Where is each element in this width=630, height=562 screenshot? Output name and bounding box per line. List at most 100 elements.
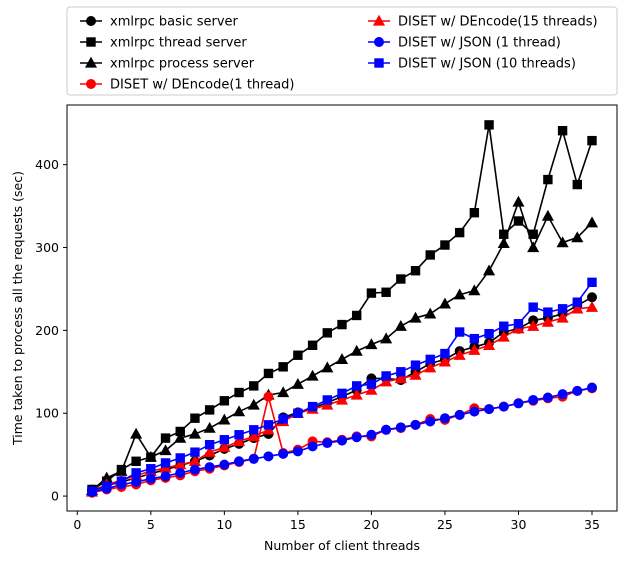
data-point [131, 477, 142, 487]
legend-label: xmlrpc process server [110, 57, 255, 72]
legend-frame [66, 6, 618, 96]
data-point [528, 394, 539, 405]
data-point [483, 264, 496, 276]
data-point [438, 297, 451, 309]
data-point [572, 385, 583, 396]
x-axis-label: Number of client threads [264, 538, 420, 553]
data-point [439, 413, 450, 424]
x-tick-label: 15 [290, 517, 306, 532]
legend-entry-diset-w-dencode-1-thread: DISET w/ DEncode(1 thread) [80, 78, 295, 93]
data-point [160, 458, 171, 468]
data-point [557, 304, 568, 314]
data-point [131, 456, 141, 466]
data-point [571, 231, 584, 243]
legend-marker [84, 56, 98, 68]
data-point [572, 179, 582, 190]
data-point [556, 236, 569, 248]
data-point [203, 445, 216, 457]
data-point [498, 401, 509, 412]
data-point [438, 355, 451, 367]
data-point [189, 464, 200, 475]
data-point [424, 361, 437, 373]
y-tick-label: 400 [35, 157, 59, 172]
legend: xmlrpc basic server xmlrpc thread server x… [66, 6, 618, 96]
plot-frame [66, 104, 618, 512]
data-point [130, 427, 143, 439]
data-point [234, 456, 245, 467]
data-point [352, 310, 362, 321]
data-point [247, 398, 260, 410]
data-point [425, 416, 436, 427]
data-point [483, 339, 496, 350]
data-point [380, 332, 393, 344]
data-point [394, 372, 407, 384]
data-point [204, 462, 215, 473]
data-point [322, 395, 332, 405]
data-point [453, 288, 466, 300]
data-point [454, 327, 465, 337]
data-point [542, 392, 553, 403]
data-point [366, 379, 377, 389]
data-point [248, 453, 259, 464]
data-point [572, 297, 582, 307]
data-point [146, 464, 156, 474]
data-point [556, 311, 569, 323]
data-point [233, 435, 246, 447]
data-point [425, 354, 435, 365]
series-diset-w-json-1-thread [87, 382, 597, 497]
data-point [234, 387, 244, 398]
data-point [278, 414, 288, 424]
legend-entry-xmlrpc-process-server: xmlrpc process server [80, 57, 255, 72]
data-point [381, 424, 392, 435]
data-point [484, 120, 494, 130]
x-tick-label: 10 [216, 517, 232, 532]
data-point [131, 468, 141, 478]
data-point [203, 421, 216, 433]
data-point [291, 377, 304, 389]
data-point [557, 125, 568, 136]
data-point [292, 446, 303, 457]
data-point [144, 450, 157, 462]
data-point [249, 425, 259, 435]
data-point [350, 388, 363, 400]
data-point [293, 350, 303, 360]
data-point [396, 367, 406, 377]
data-point [440, 348, 450, 359]
data-point [293, 408, 303, 418]
data-point [541, 209, 554, 221]
data-point [337, 388, 347, 399]
data-point [395, 422, 406, 433]
data-point [204, 440, 215, 450]
data-point [499, 321, 509, 331]
data-point [365, 338, 378, 350]
x-tick-label: 25 [437, 517, 453, 532]
y-tick-label: 0 [51, 489, 59, 504]
legend-label: xmlrpc thread server [110, 36, 247, 51]
data-point [351, 432, 362, 443]
data-point [454, 227, 465, 238]
data-point [174, 431, 187, 443]
legend-label: DISET w/ JSON (10 threads) [398, 57, 576, 72]
legend-marker [86, 79, 96, 89]
data-point [513, 319, 524, 329]
data-point [381, 287, 391, 297]
data-point [322, 328, 332, 338]
data-point [365, 383, 378, 395]
data-point [337, 435, 347, 446]
data-point [543, 174, 553, 185]
data-point [528, 302, 538, 312]
x-tick-label: 20 [363, 517, 379, 532]
data-point [512, 195, 525, 207]
data-point [160, 433, 171, 443]
legend-marker [86, 16, 96, 26]
data-point [218, 440, 231, 452]
data-point [306, 369, 319, 381]
data-point [249, 381, 259, 391]
series-diset-w-json-10-threads [87, 277, 597, 496]
data-point [233, 405, 246, 417]
legend-label: DISET w/ JSON (1 thread) [398, 36, 561, 51]
data-point [410, 360, 421, 370]
series-xmlrpc-process-server [85, 195, 599, 495]
data-point [587, 382, 597, 393]
data-point [454, 409, 465, 420]
